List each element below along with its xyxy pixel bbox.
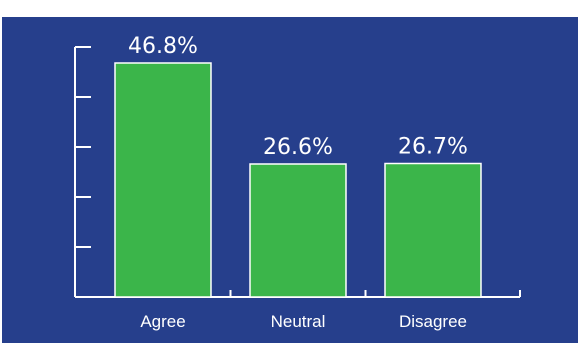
- bar-disagree: [384, 162, 482, 298]
- x-tick-label-agree: Agree: [140, 312, 185, 331]
- data-label-agree: 46.8%: [128, 34, 198, 59]
- data-label-disagree: 26.7%: [398, 135, 468, 160]
- bar-chart: 46.8% 26.6% 26.7% Agree Neutral Disagree: [74, 34, 521, 331]
- chart-panel: 46.8% 26.6% 26.7% Agree Neutral Disagree: [2, 17, 578, 343]
- bar-neutral: [249, 163, 347, 298]
- chart-data-labels: 46.8% 26.6% 26.7%: [128, 34, 468, 160]
- chart-bars: [114, 62, 482, 298]
- chart-category-labels: Agree Neutral Disagree: [140, 312, 467, 331]
- x-tick-label-disagree: Disagree: [399, 312, 467, 331]
- bar-agree: [114, 62, 212, 298]
- x-tick-label-neutral: Neutral: [271, 312, 326, 331]
- data-label-neutral: 26.6%: [263, 135, 333, 160]
